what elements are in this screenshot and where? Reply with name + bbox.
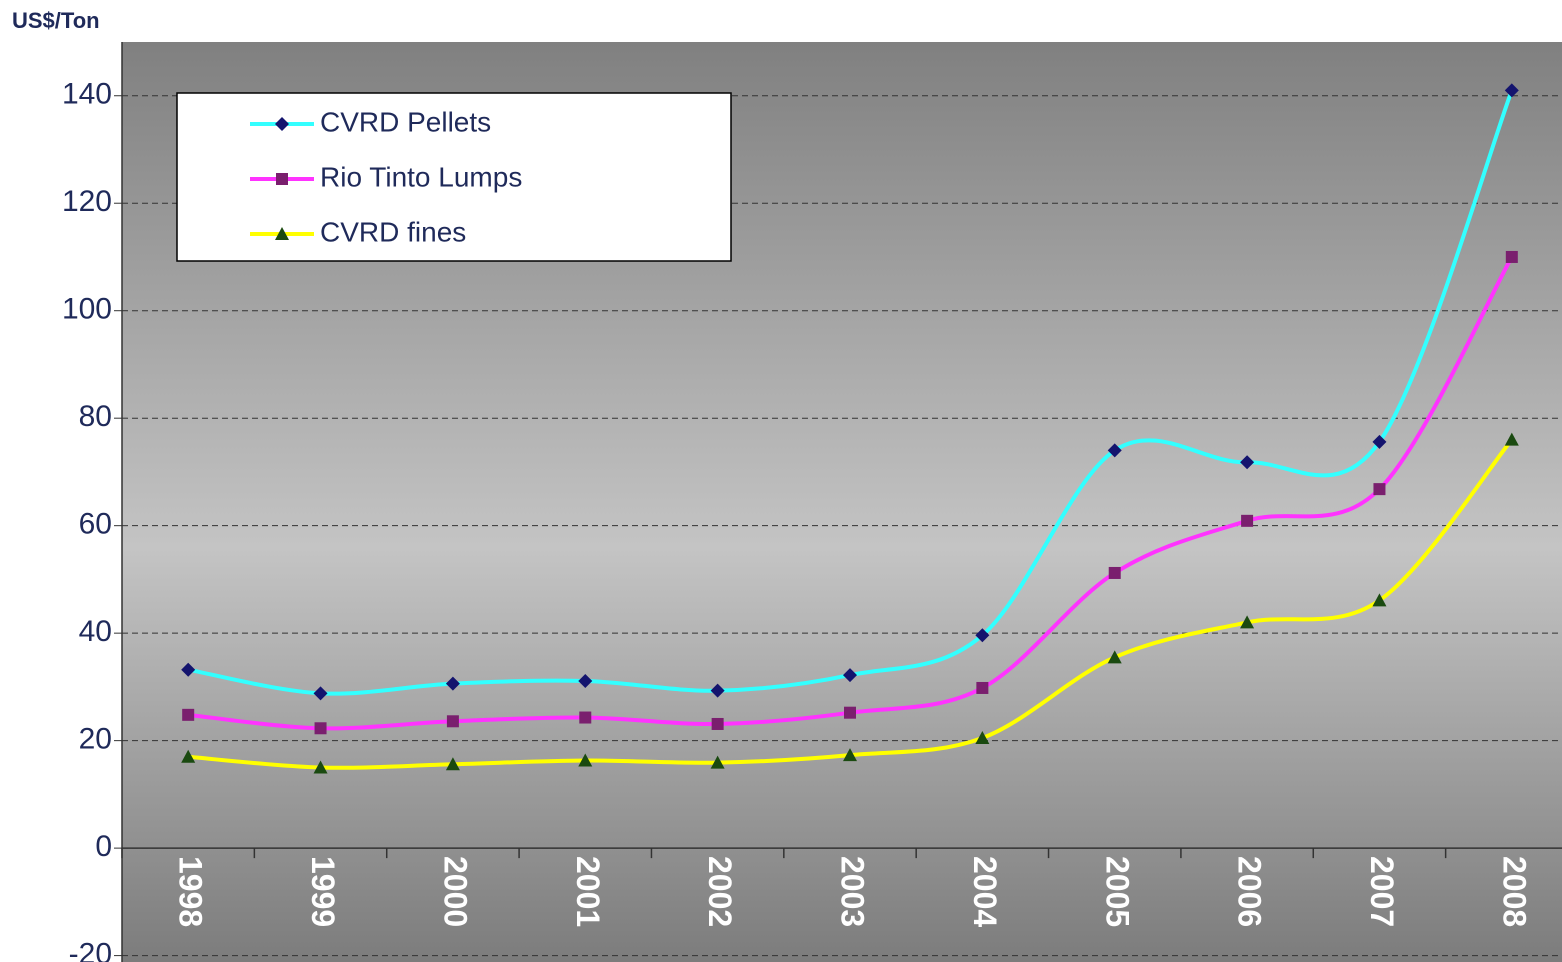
marker: [1372, 593, 1387, 607]
marker: [1373, 483, 1386, 496]
x-tick-label: 2003: [835, 856, 871, 927]
marker: [313, 760, 328, 774]
marker: [1240, 455, 1255, 470]
x-tick-label: 2001: [570, 856, 606, 927]
x-tick-label: 2008: [1496, 856, 1532, 927]
marker: [276, 173, 288, 185]
marker: [1107, 443, 1122, 458]
marker: [578, 673, 593, 688]
marker: [445, 676, 460, 691]
marker: [844, 706, 856, 719]
marker: [1505, 250, 1518, 263]
marker: [1107, 650, 1122, 664]
legend-label: CVRD fines: [320, 216, 466, 247]
y-tick-label: 100: [62, 293, 112, 326]
legend-label: CVRD Pellets: [320, 106, 491, 137]
x-tick-label: 1998: [173, 856, 209, 927]
series-line: [188, 438, 1514, 770]
marker: [1504, 83, 1519, 98]
x-tick-label: 2000: [437, 856, 473, 927]
marker: [181, 749, 196, 763]
marker: [1240, 615, 1255, 629]
x-tick-label: 2004: [967, 856, 1003, 927]
x-tick-label: 2007: [1364, 856, 1400, 927]
legend-label: Rio Tinto Lumps: [320, 161, 522, 192]
y-tick-label: 60: [79, 508, 112, 541]
y-tick-label: 40: [79, 615, 112, 648]
x-tick-label: 2006: [1232, 856, 1268, 927]
marker: [843, 668, 857, 683]
marker: [975, 730, 990, 744]
x-tick-label: 1999: [305, 856, 341, 927]
marker: [1241, 514, 1254, 527]
marker: [181, 662, 196, 677]
series-line: [187, 89, 1514, 696]
y-tick-label: 80: [79, 400, 112, 433]
series-line: [187, 255, 1514, 731]
marker: [976, 681, 989, 694]
marker: [1372, 434, 1387, 449]
marker: [710, 755, 725, 769]
marker: [710, 683, 725, 698]
marker: [579, 711, 592, 724]
marker: [578, 753, 593, 767]
marker: [275, 227, 289, 240]
y-tick-label: 20: [79, 723, 112, 756]
marker: [843, 748, 857, 762]
x-tick-label: 2002: [702, 856, 738, 927]
marker: [313, 686, 328, 701]
y-axis-label: US$/Ton: [12, 8, 100, 33]
x-tick-label: 2005: [1099, 856, 1135, 927]
marker: [275, 117, 289, 131]
y-tick-label: 0: [95, 830, 112, 863]
marker: [182, 708, 195, 721]
y-tick-label: -20: [69, 938, 112, 962]
legend: CVRD Pellets Rio Tinto Lumps CVRD fines: [176, 92, 732, 262]
marker: [711, 717, 724, 730]
marker: [445, 757, 460, 771]
marker: [1108, 566, 1121, 579]
y-tick-label: 120: [62, 185, 112, 218]
marker: [446, 715, 459, 728]
marker: [314, 722, 327, 735]
marker: [1504, 432, 1519, 446]
y-tick-label: 140: [62, 78, 112, 111]
marker: [975, 628, 990, 643]
